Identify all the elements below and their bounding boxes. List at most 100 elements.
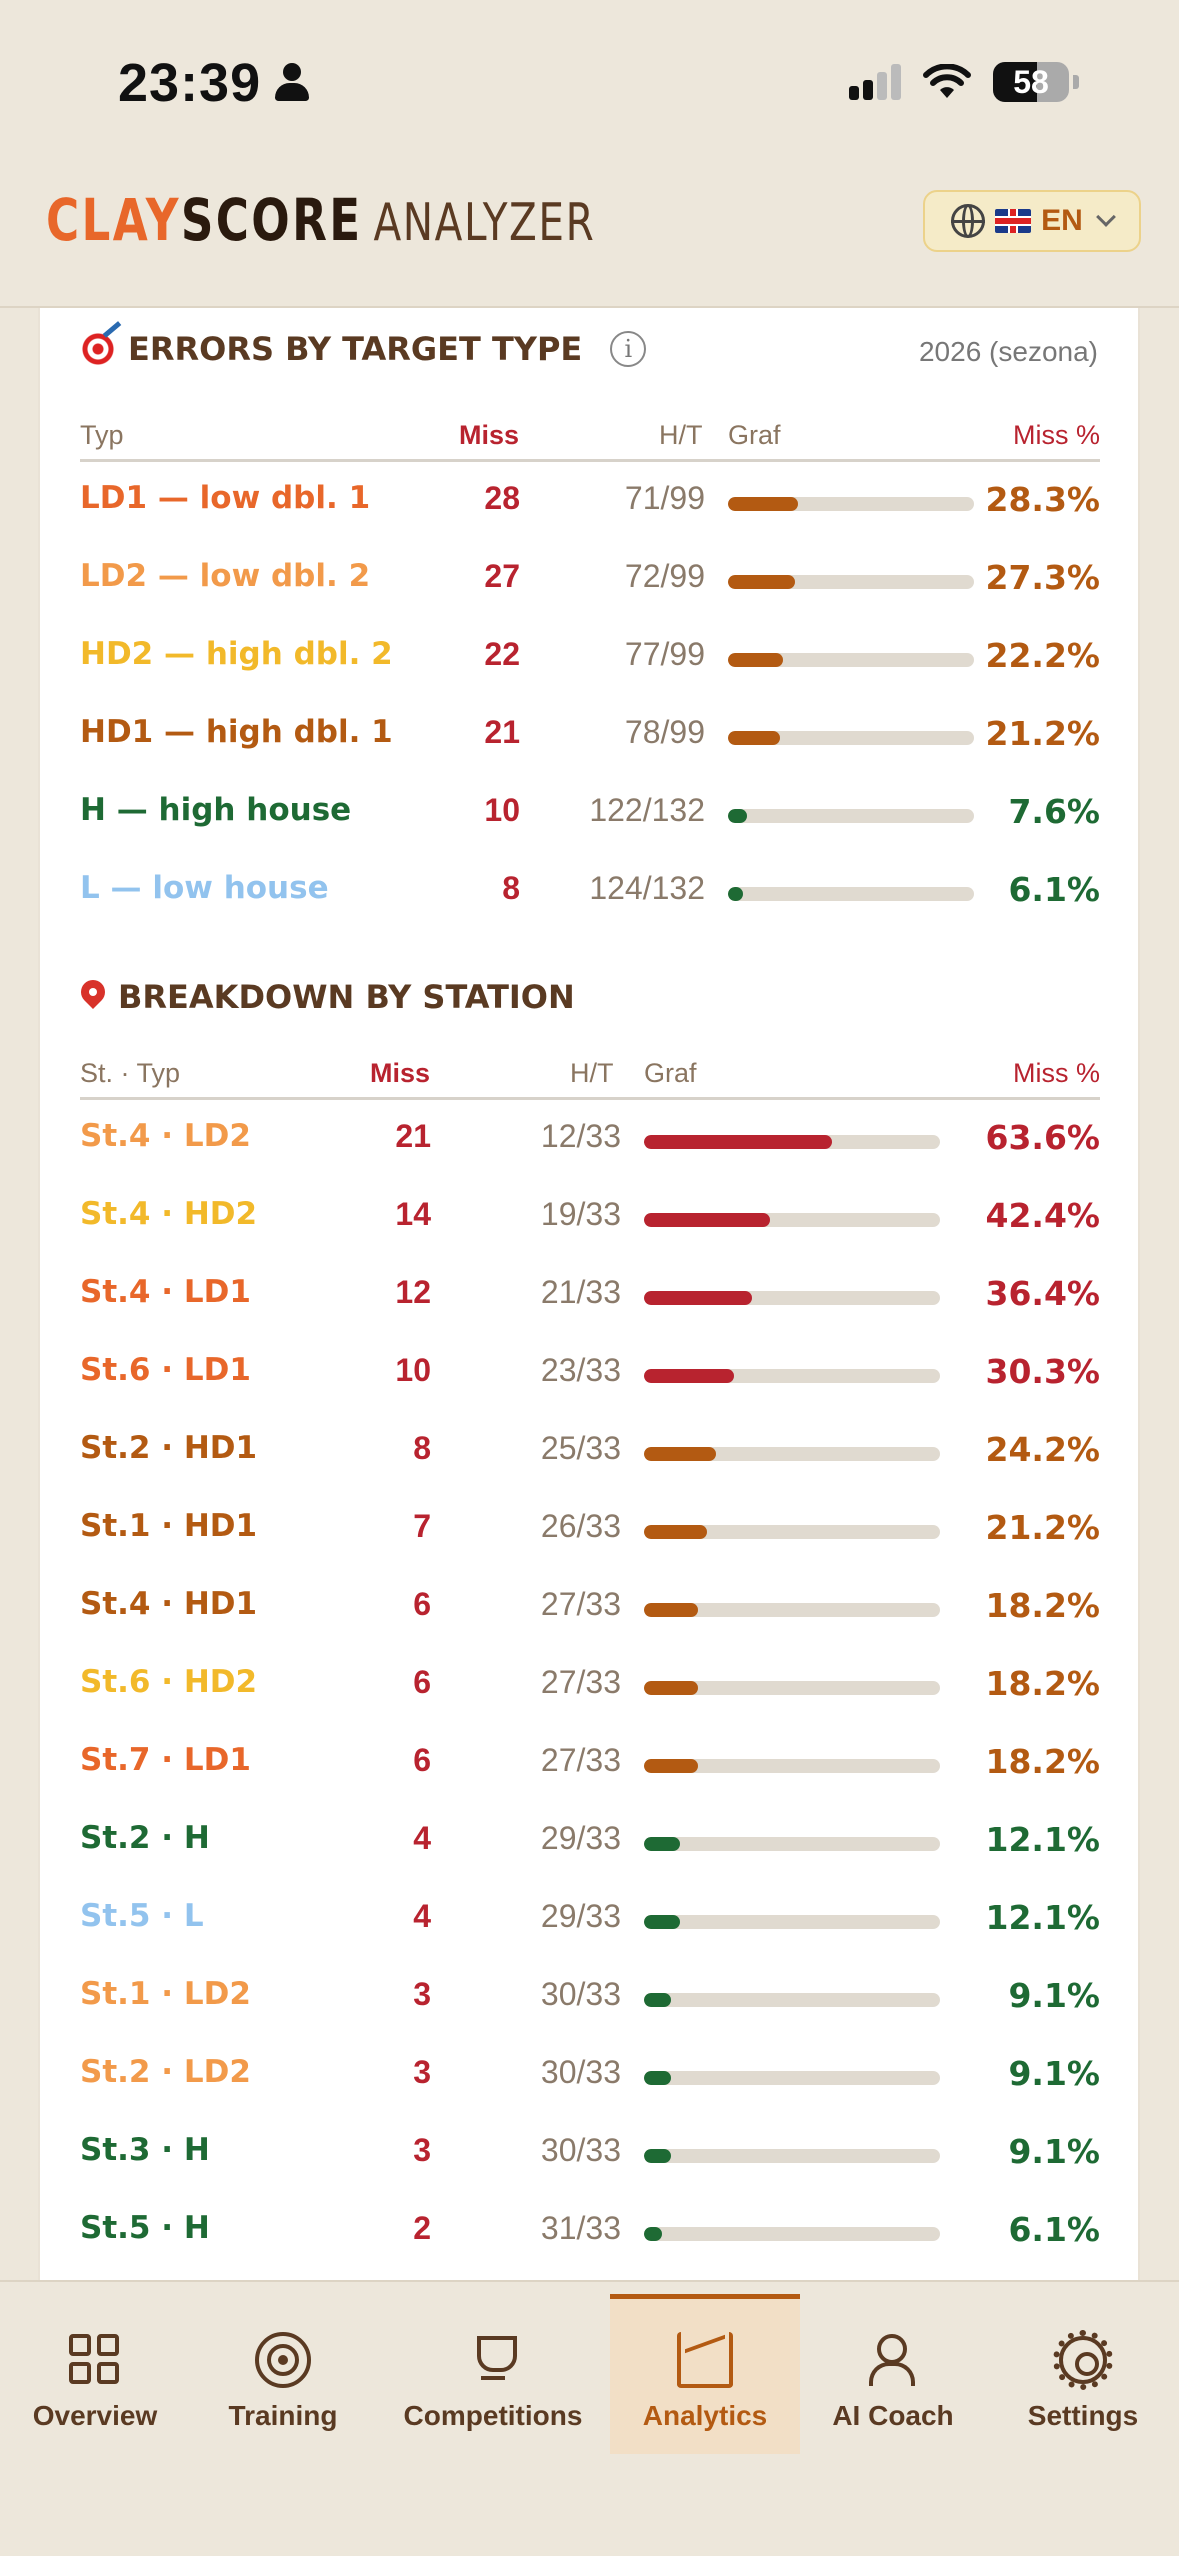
language-selector[interactable]: EN [923, 190, 1141, 252]
row-bar-fill [728, 887, 743, 901]
table-row: HD2 — high dbl. 2 22 77/99 22.2% [80, 618, 1100, 696]
logo-score: SCORE [180, 186, 363, 254]
col-graph: Graf [728, 420, 781, 450]
nav-analytics[interactable]: Analytics [610, 2294, 800, 2454]
uk-flag-icon [995, 209, 1032, 233]
table-row: St.6 · HD2 6 27/33 18.2% [80, 1646, 1100, 1724]
row-miss-pct: 24.2% [985, 1430, 1101, 1469]
nav-label: Competitions [403, 2400, 583, 2431]
row-miss-pct: 36.4% [985, 1274, 1101, 1313]
nav-training[interactable]: Training [188, 2294, 378, 2454]
nav-label: AI Coach [832, 2400, 954, 2431]
row-miss-pct: 28.3% [985, 480, 1101, 519]
row-bar-fill [644, 1369, 734, 1383]
nav-label: Training [228, 2400, 338, 2431]
row-bar-track [644, 1759, 940, 1773]
station-heading: BREAKDOWN BY STATION [80, 978, 575, 1016]
row-ht: 124/132 [589, 870, 705, 906]
nav-label: Overview [32, 2400, 158, 2431]
row-ht: 30/33 [540, 2054, 621, 2090]
row-miss: 2 [413, 2210, 431, 2246]
row-ht: 27/33 [540, 1742, 621, 1778]
row-miss: 3 [413, 2054, 431, 2090]
gear-icon [1053, 2330, 1113, 2390]
row-miss: 6 [413, 1664, 431, 1700]
app-header: CLAYSCORE ANALYZER EN [0, 160, 1179, 308]
language-label: EN [1041, 204, 1083, 237]
row-miss-pct: 6.1% [1008, 2210, 1100, 2249]
row-miss: 22 [484, 636, 520, 672]
row-miss: 6 [413, 1742, 431, 1778]
wifi-icon [923, 64, 971, 98]
table-row: LD1 — low dbl. 1 28 71/99 28.3% [80, 462, 1100, 540]
row-label: St.6 · HD2 [80, 1664, 258, 1700]
row-label: St.3 · H [80, 2132, 210, 2168]
row-ht: 30/33 [540, 2132, 621, 2168]
row-bar-track [644, 1447, 940, 1461]
row-label: St.4 · LD1 [80, 1274, 251, 1310]
row-miss: 4 [413, 1898, 431, 1934]
row-bar-fill [644, 1681, 698, 1695]
row-ht: 72/99 [624, 558, 705, 594]
row-miss-pct: 9.1% [1008, 2132, 1100, 2171]
row-label: LD1 — low dbl. 1 [80, 480, 371, 516]
row-bar-fill [728, 497, 798, 511]
row-ht: 27/33 [540, 1586, 621, 1622]
cellular-signal-icon [849, 64, 901, 100]
row-bar-track [728, 653, 974, 667]
row-miss-pct: 7.6% [1008, 792, 1100, 831]
nav-competitions[interactable]: Competitions [378, 2294, 608, 2454]
row-bar-track [644, 2071, 940, 2085]
row-miss-pct: 21.2% [985, 714, 1101, 753]
logo-analyzer: ANALYZER [373, 193, 596, 253]
row-miss-pct: 27.3% [985, 558, 1101, 597]
row-bar-track [644, 1837, 940, 1851]
row-bar-fill [644, 1525, 707, 1539]
table-row: St.5 · L 4 29/33 12.1% [80, 1880, 1100, 1958]
row-bar-track [644, 1525, 940, 1539]
table-header: St. · Typ Miss H/T Graf Miss % [80, 1050, 1100, 1100]
row-label: St.6 · LD1 [80, 1352, 251, 1388]
row-bar-fill [728, 809, 747, 823]
nav-settings[interactable]: Settings [988, 2294, 1178, 2454]
row-bar-fill [728, 731, 781, 745]
row-ht: 21/33 [540, 1274, 621, 1310]
chevron-down-icon [1095, 207, 1116, 227]
row-miss-pct: 21.2% [985, 1508, 1101, 1547]
row-miss: 21 [484, 714, 520, 750]
col-miss: Miss [370, 1058, 431, 1088]
row-bar-track [728, 575, 974, 589]
status-bar: 23:39 58 [0, 0, 1179, 160]
target-type-title: ERRORS BY TARGET TYPE [128, 330, 583, 368]
nav-overview[interactable]: Overview [0, 2294, 190, 2454]
row-miss-pct: 22.2% [985, 636, 1101, 675]
table-row: St.2 · H 4 29/33 12.1% [80, 1802, 1100, 1880]
table-row: St.5 · H 2 31/33 6.1% [80, 2192, 1100, 2270]
table-header: Typ Miss H/T Graf Miss % [80, 412, 1100, 462]
home-indicator [426, 2510, 753, 2520]
chart-icon [677, 2332, 733, 2388]
coach-icon [865, 2332, 921, 2388]
row-bar-track [644, 2227, 940, 2241]
row-label: St.2 · HD1 [80, 1430, 258, 1466]
row-ht: 25/33 [540, 1430, 621, 1466]
nav-ai-coach[interactable]: AI Coach [798, 2294, 988, 2454]
table-row: St.3 · H 3 30/33 9.1% [80, 2114, 1100, 2192]
row-label: LD2 — low dbl. 2 [80, 558, 371, 594]
row-ht: 78/99 [624, 714, 705, 750]
row-miss-pct: 12.1% [985, 1898, 1101, 1937]
nav-label: Settings [1027, 2400, 1139, 2431]
col-miss-pct: Miss % [1013, 1058, 1100, 1088]
battery-level: 58 [1013, 64, 1049, 100]
col-type: Typ [80, 420, 124, 450]
row-bar-fill [728, 575, 796, 589]
row-bar-track [728, 809, 974, 823]
row-miss-pct: 18.2% [985, 1586, 1101, 1625]
season-label: 2026 (sezona) [918, 336, 1098, 367]
info-icon[interactable]: i [610, 331, 647, 367]
row-ht: 31/33 [540, 2210, 621, 2246]
row-miss: 8 [413, 1430, 431, 1466]
battery-tip [1073, 75, 1079, 89]
table-row: St.4 · LD1 12 21/33 36.4% [80, 1256, 1100, 1334]
row-ht: 29/33 [540, 1898, 621, 1934]
